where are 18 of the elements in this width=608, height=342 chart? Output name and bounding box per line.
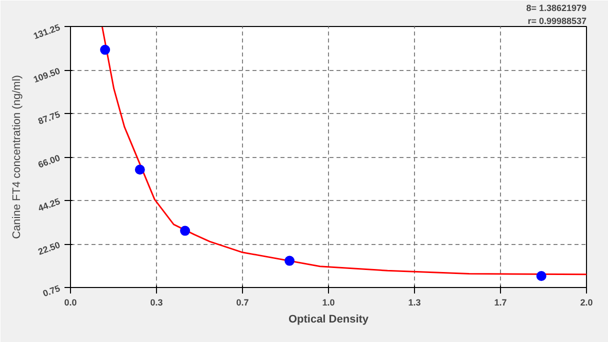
y-tick-label: 131.25 (32, 22, 62, 42)
x-axis-title: Optical Density (288, 314, 370, 326)
y-tick-label: 22.50 (36, 240, 62, 257)
y-tick-label: 66.00 (36, 152, 62, 170)
x-tick-label: 1.0 (322, 298, 335, 308)
y-tick-label: 87.75 (36, 109, 62, 126)
text: 8= 1.38621979 (526, 3, 586, 13)
y-axis-title: Canine FT4 concentration (ng/ml) (11, 75, 24, 239)
text: r= 0.99988537 (528, 16, 587, 26)
y-tick-label: 0.75 (42, 283, 62, 299)
x-tick-label: 1.7 (494, 298, 507, 308)
x-tick-label: 0.7 (236, 298, 249, 308)
y-tick-label: 44.25 (36, 196, 62, 214)
x-tick-label: 0.0 (64, 298, 77, 308)
x-tick-label: 0.3 (150, 298, 163, 308)
x-tick-label: 1.3 (408, 298, 421, 308)
x-tick-label: 2.0 (580, 298, 593, 308)
y-tick-label: 109.50 (32, 66, 62, 85)
